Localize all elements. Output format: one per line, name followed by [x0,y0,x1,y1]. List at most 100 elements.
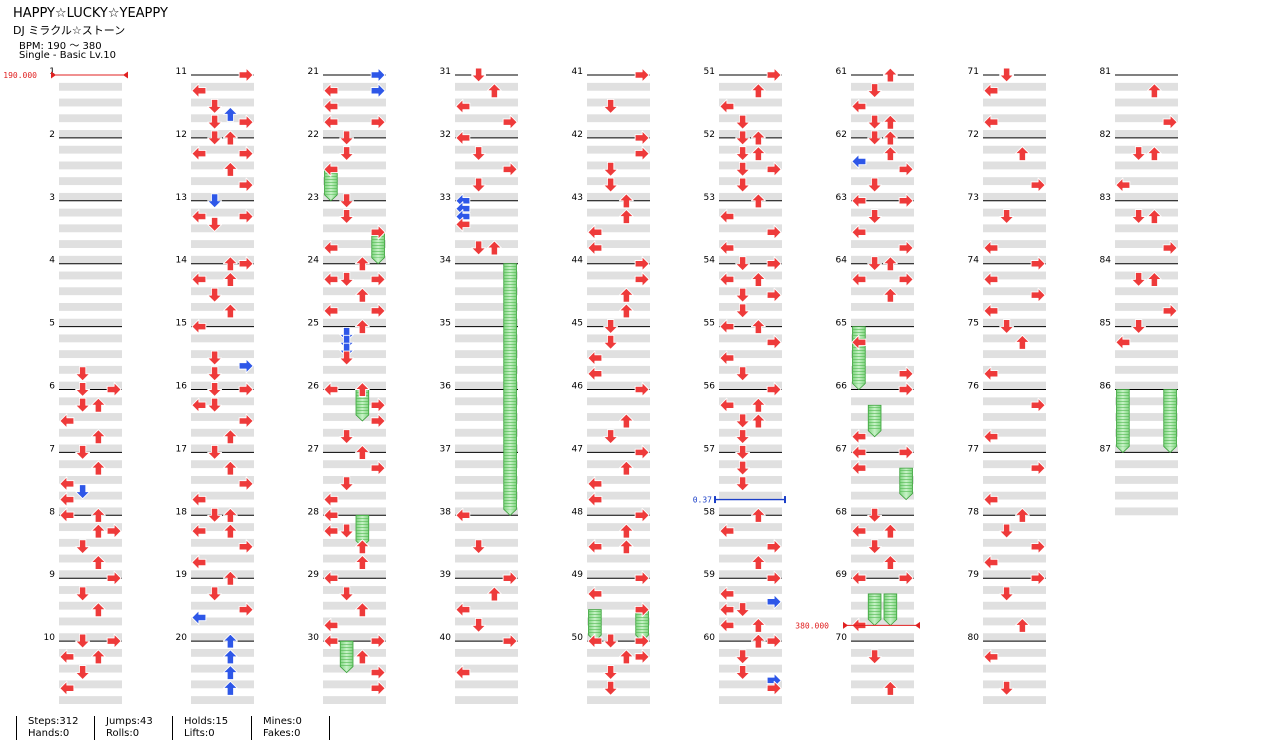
tap-arrow [59,507,75,523]
beat-band [851,240,914,248]
tap-arrow [634,256,650,272]
tap-arrow [634,146,650,162]
beat-band [587,664,650,673]
tap-arrow [502,161,518,177]
beat-band [983,318,1046,327]
beat-band [719,114,782,123]
tap-arrow [735,146,751,162]
tap-arrow [75,366,91,382]
tap-arrow [222,429,238,445]
tap-arrow [486,83,502,99]
beat-band [455,554,518,563]
beat-band [719,680,782,689]
tap-arrow [634,382,650,397]
tap-arrow [238,177,254,193]
tap-arrow [222,507,238,523]
tap-arrow [370,67,386,83]
tap-arrow [587,240,603,256]
beat-band [59,208,122,217]
beat-band [323,350,386,359]
beat-band [455,491,518,500]
beat-band [191,491,254,500]
tap-arrow [238,602,254,618]
tap-arrow [1146,146,1162,162]
tap-arrow [719,98,735,114]
beat-band [191,648,254,657]
tap-arrow [323,617,339,633]
tap-arrow [354,444,370,460]
beat-band [719,648,782,657]
beat-band [587,224,650,233]
beat-band [59,303,122,311]
measure-number: 54 [704,256,716,266]
beat-band [455,240,518,248]
beat-band [323,444,386,453]
beat-band [983,664,1046,673]
tap-arrow [735,287,751,303]
beat-band [1115,98,1178,107]
stat-steps: Steps:312 Hands:0 [16,716,94,740]
tap-arrow [1030,570,1046,586]
tap-arrow [370,680,386,696]
beat-band [851,696,914,704]
hold-note [867,404,882,438]
beat-band [983,130,1046,138]
tap-arrow [882,146,898,162]
beat-band [191,365,254,374]
measure-number: 87 [1100,444,1111,454]
tap-arrow [851,193,867,209]
tap-arrow [983,366,999,382]
beat-band [59,617,122,626]
measure-number: 21 [308,67,319,77]
tap-arrow [191,555,207,570]
beat-band [1115,444,1178,453]
beat-band [455,381,518,390]
beat-band [983,350,1046,359]
beat-band [1115,271,1178,280]
measure-number: 33 [440,193,451,203]
beat-band [323,475,386,484]
measure-number: 56 [704,382,716,392]
tap-arrow [339,193,355,209]
beat-band [59,491,122,500]
tap-arrow [750,633,766,649]
tap-arrow [90,507,106,523]
beat-band [323,570,386,579]
tap-arrow [106,523,122,539]
measure-number: 74 [968,256,980,266]
beat-band [1115,428,1178,437]
tap-arrow [750,146,766,162]
beat-band [323,255,386,264]
tap-arrow [735,665,751,680]
measure-number: 29 [308,570,320,580]
beat-band [59,507,122,516]
tap-arrow [882,256,898,272]
tap-arrow [983,240,999,256]
tap-arrow [106,382,122,397]
tap-arrow [898,271,914,287]
measure-number: 59 [704,570,716,580]
beat-band [851,98,914,107]
tap-arrow [587,224,603,240]
beat-band [455,648,518,657]
beat-band [851,192,914,201]
beat-band [719,507,782,516]
tap-arrow [1146,83,1162,99]
tap-arrow [750,193,766,209]
measure-number: 84 [1100,256,1112,266]
beat-band [1115,318,1178,327]
tap-arrow [766,256,782,272]
measure-number: 66 [836,382,848,392]
beat-band [455,413,518,421]
tap-arrow [750,271,766,287]
stat-mines-line1: Mines:0 [263,716,302,727]
tap-arrow [222,665,238,680]
beat-band [323,648,386,657]
tap-arrow [354,649,370,665]
measure-number: 2 [49,130,55,140]
tap-arrow [867,114,883,130]
measure-number: 70 [836,633,848,643]
tap-arrow [719,397,735,413]
beat-band [587,680,650,689]
beat-band [455,475,518,484]
